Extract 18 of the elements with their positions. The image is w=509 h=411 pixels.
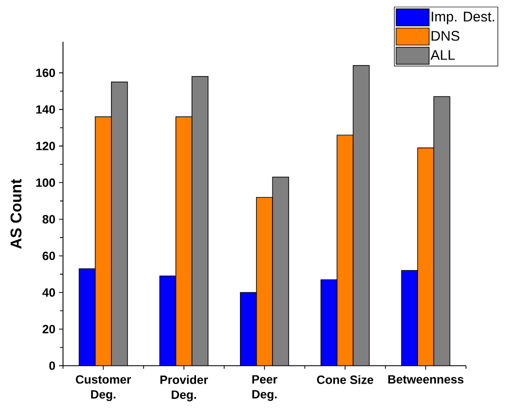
y-tick-label: 80 <box>42 215 55 224</box>
legend-label: DNS <box>432 30 460 41</box>
legend-label: ALL <box>430 50 455 60</box>
x-tick-label: Peer Deg. <box>252 375 278 401</box>
y-axis-title: AS Count <box>10 179 22 249</box>
legend-label: Imp. Dest. <box>432 12 494 24</box>
y-tick-label: 60 <box>42 252 55 260</box>
x-tick-label: Betweenness <box>388 375 464 384</box>
y-tick-label: 0 <box>49 361 55 370</box>
y-tick-label: 100 <box>36 178 55 187</box>
y-tick-label: 120 <box>36 142 55 150</box>
y-tick-label: 40 <box>42 288 55 297</box>
x-tick-label: Customer Deg. <box>76 375 132 402</box>
y-tick-label: 160 <box>36 68 55 78</box>
x-tick-label: Cone Size <box>317 375 374 384</box>
y-tick-label: 20 <box>42 324 55 334</box>
y-tick-label: 140 <box>36 105 55 114</box>
x-tick-label: Provider Deg. <box>160 375 208 402</box>
